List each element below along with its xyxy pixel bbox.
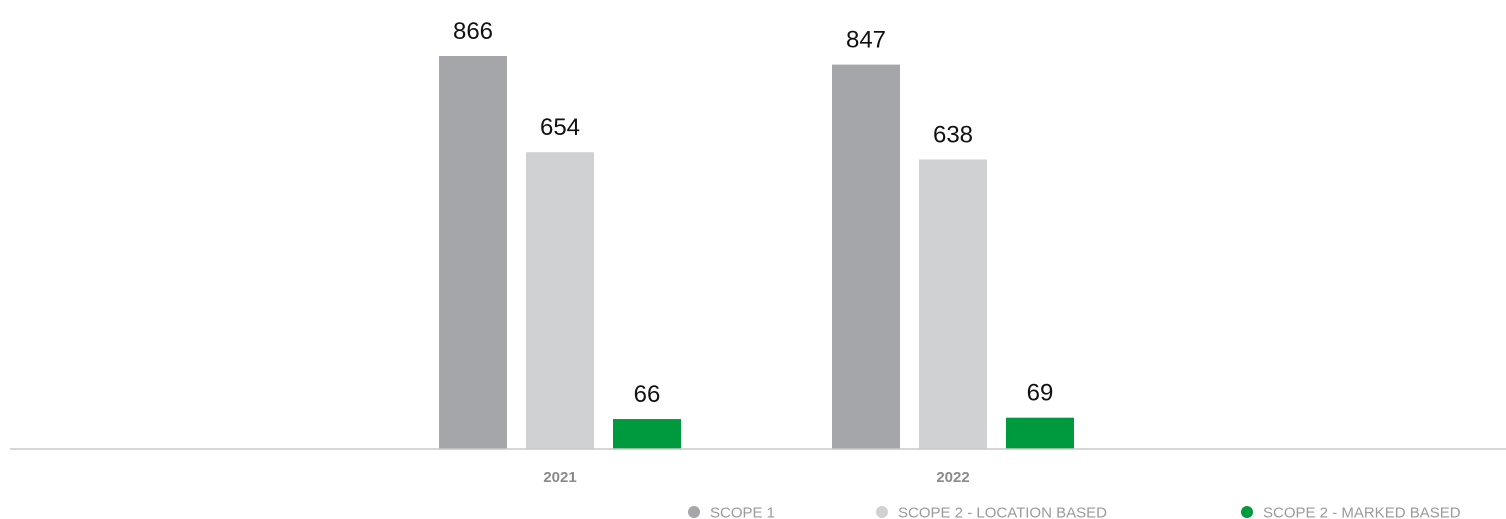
legend-item-2: SCOPE 2 - LOCATION BASED	[876, 505, 1107, 519]
legend-item-1: SCOPE 1	[688, 505, 775, 519]
data-label-2022-series-3: 69	[1027, 380, 1054, 407]
bar-2021-series-3	[613, 419, 681, 449]
bar-2021-series-1	[439, 56, 507, 449]
bar-2022-series-1	[832, 64, 900, 449]
legend-label-3: SCOPE 2 - MARKED BASED	[1263, 505, 1461, 519]
data-label-2021-series-2: 654	[540, 114, 580, 141]
legend: SCOPE 1 SCOPE 2 - LOCATION BASED SCOPE 2 -…	[688, 505, 1461, 519]
legend-item-3: SCOPE 2 - MARKED BASED	[1241, 505, 1461, 519]
bar-2022-series-3	[1006, 417, 1074, 449]
data-label-2022-series-1: 847	[846, 27, 886, 54]
value-labels-layer: 866 654 66 847 638 69	[453, 18, 1053, 408]
x-axis-labels: 2021 2022	[543, 469, 969, 486]
bar-2022-series-2	[919, 159, 987, 450]
bars-layer	[439, 56, 1074, 450]
x-tick-label-2021: 2021	[543, 469, 576, 486]
bar-2021-series-2	[526, 152, 594, 449]
legend-marker-1	[688, 506, 700, 518]
legend-marker-2	[876, 506, 888, 518]
data-label-2022-series-2: 638	[933, 121, 973, 148]
data-label-2021-series-3: 66	[634, 381, 661, 408]
legend-label-1: SCOPE 1	[710, 505, 775, 519]
legend-marker-3	[1241, 506, 1253, 518]
data-label-2021-series-1: 866	[453, 18, 493, 45]
legend-label-2: SCOPE 2 - LOCATION BASED	[898, 505, 1107, 519]
x-tick-label-2022: 2022	[936, 469, 969, 486]
